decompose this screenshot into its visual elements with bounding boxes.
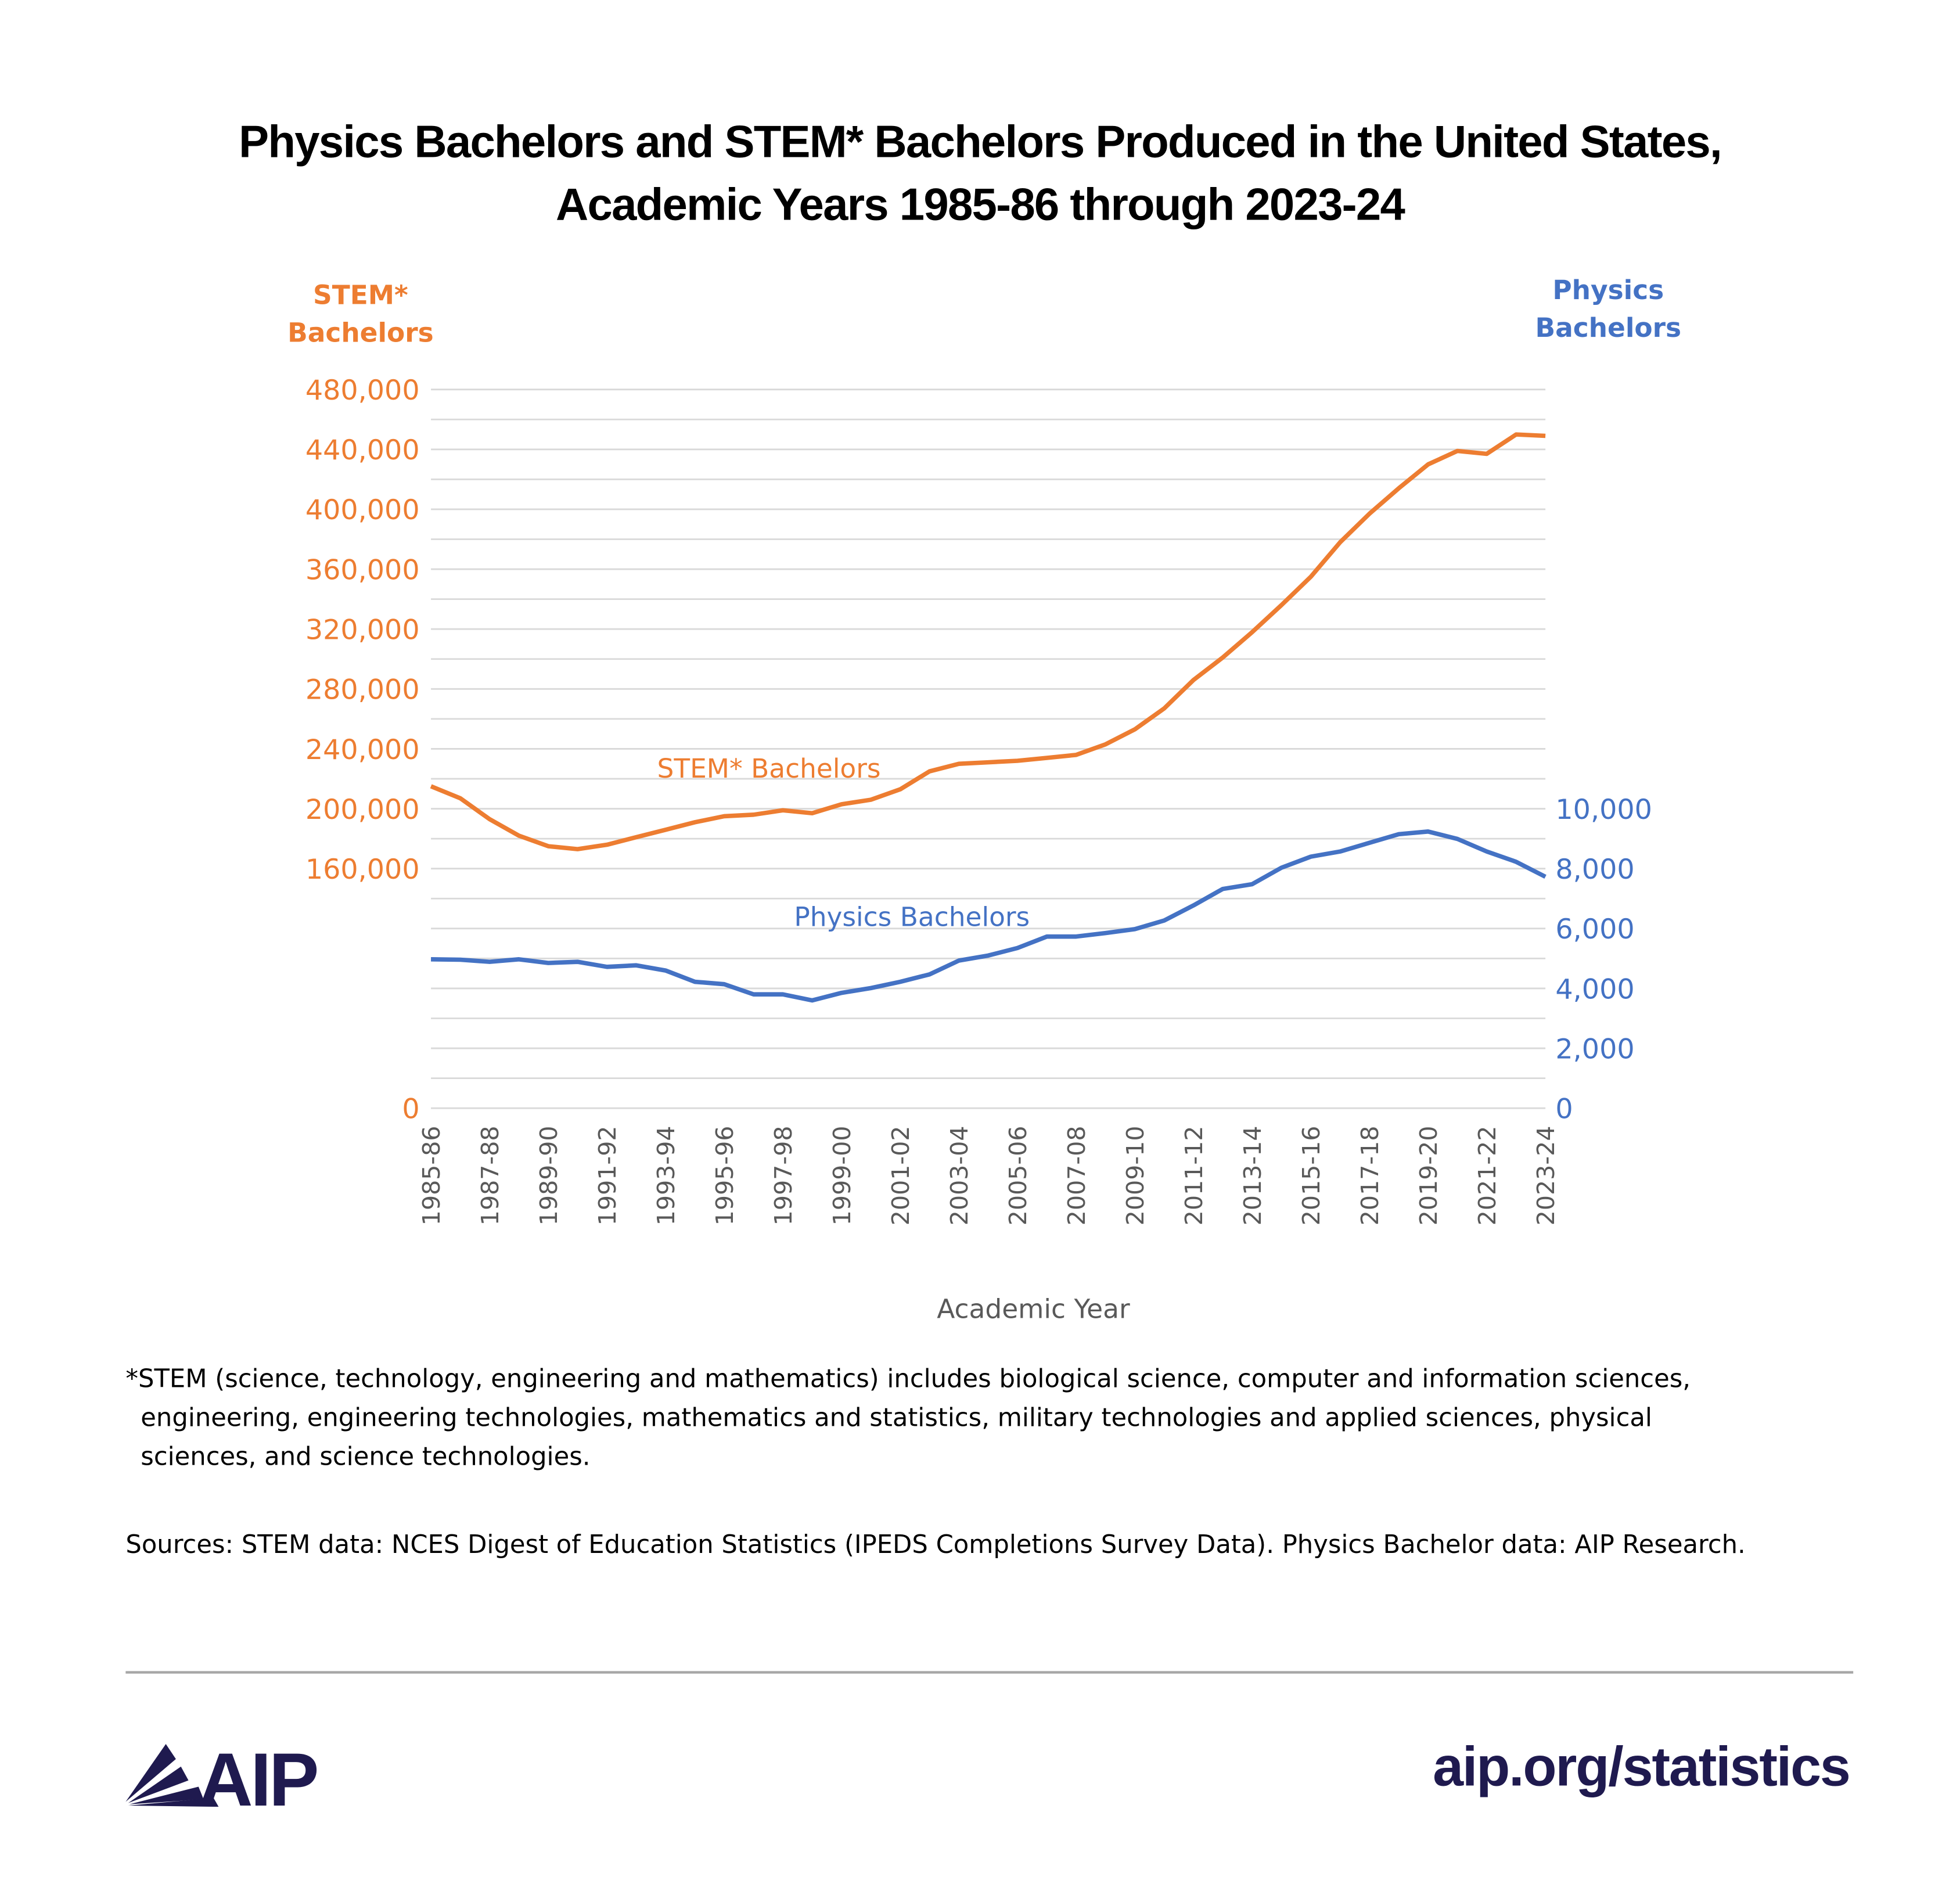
- left-tick-label: 0: [402, 1094, 419, 1126]
- sources-note: Sources: STEM data: NCES Digest of Educa…: [125, 1529, 1746, 1559]
- right-tick-label: 2,000: [1555, 1033, 1634, 1065]
- chart-plot: 480,000 440,000 400,000 360,000 320,000 280,0…: [305, 375, 1652, 1225]
- left-tick-label: 480,000: [305, 375, 420, 407]
- right-tick-label: 4,000: [1555, 973, 1634, 1005]
- chart-title: Physics Bachelors and STEM* Bachelors Pr…: [0, 110, 1960, 236]
- left-tick-label: 360,000: [305, 554, 420, 586]
- stem-bachelors-line: [430, 432, 1546, 851]
- x-tick-label: 2003-04: [945, 1126, 973, 1225]
- x-tick-label: 1997-98: [769, 1126, 797, 1225]
- footnote-line-3: sciences, and science technologies.: [141, 1441, 591, 1472]
- x-tick-label: 2015-16: [1297, 1126, 1325, 1225]
- x-tick-label: 2001-02: [887, 1126, 915, 1225]
- x-tick-label: 2009-10: [1121, 1126, 1149, 1225]
- aip-logo-text: AIP: [199, 1742, 317, 1807]
- x-tick-label: 2005-06: [1004, 1126, 1032, 1225]
- x-tick-label: 2023-24: [1532, 1126, 1560, 1225]
- x-tick-label: 2011-12: [1180, 1126, 1208, 1225]
- x-tick-label: 1987-88: [476, 1126, 504, 1225]
- statistics-url[interactable]: aip.org/statistics: [1433, 1736, 1851, 1798]
- title-line-1: Physics Bachelors and STEM* Bachelors Pr…: [239, 116, 1722, 167]
- stem-series-label: STEM* Bachelors: [657, 753, 881, 784]
- physics-series-label: Physics Bachelors: [794, 901, 1030, 932]
- aip-logo-icon: AIP: [125, 1737, 319, 1822]
- right-axis-title: Physics Bachelors: [1535, 275, 1682, 343]
- right-tick-label: 0: [1555, 1094, 1573, 1126]
- footnote-line-2: engineering, engineering technologies, m…: [141, 1402, 1652, 1433]
- left-tick-label: 280,000: [305, 674, 420, 706]
- right-tick-label: 6,000: [1555, 914, 1634, 945]
- x-tick-label: 2007-08: [1063, 1126, 1091, 1225]
- left-axis-title: STEM* Bachelors: [287, 280, 434, 348]
- left-tick-label: 440,000: [305, 434, 420, 466]
- x-tick-label: 2017-18: [1356, 1126, 1384, 1225]
- x-tick-label: 1985-86: [418, 1126, 445, 1225]
- x-tick-label: 1991-92: [594, 1126, 621, 1225]
- left-tick-label: 320,000: [305, 614, 420, 646]
- title-line-2: Academic Years 1985-86 through 2023-24: [555, 178, 1405, 230]
- aip-logo: AIP: [123, 1737, 337, 1822]
- x-tick-label: 1993-94: [652, 1126, 680, 1225]
- x-tick-label: 1999-00: [828, 1126, 856, 1225]
- x-axis-title: Academic Year: [937, 1294, 1130, 1325]
- x-tick-label: 2013-14: [1239, 1126, 1267, 1225]
- footnote: *STEM (science, technology, engineering …: [125, 1360, 1885, 1476]
- right-tick-label: 10,000: [1555, 794, 1652, 826]
- left-tick-label: 200,000: [305, 794, 420, 826]
- x-tick-label: 2019-20: [1415, 1126, 1443, 1225]
- left-tick-label: 160,000: [305, 854, 420, 886]
- right-tick-label: 8,000: [1555, 854, 1634, 886]
- x-tick-label: 1995-96: [711, 1126, 739, 1225]
- left-tick-label: 240,000: [305, 734, 420, 766]
- x-tick-label: 1989-90: [535, 1126, 563, 1225]
- x-tick-label: 2021-22: [1473, 1126, 1501, 1225]
- left-tick-label: 400,000: [305, 494, 420, 526]
- footnote-line-1: *STEM (science, technology, engineering …: [125, 1363, 1691, 1394]
- footer-divider: [125, 1671, 1854, 1674]
- physics-bachelors-line: [431, 829, 1547, 1003]
